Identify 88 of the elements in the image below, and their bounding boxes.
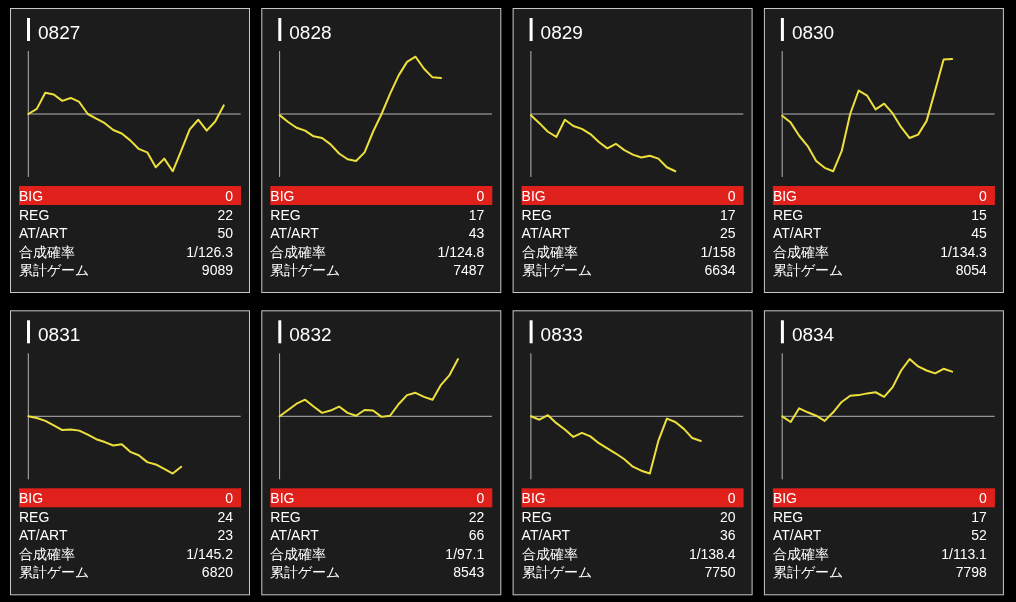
text: 1/138.4 bbox=[688, 545, 736, 562]
text: REG bbox=[270, 508, 301, 525]
text: AT/ART bbox=[772, 527, 822, 544]
text: REG bbox=[19, 206, 50, 223]
text: 17 bbox=[720, 206, 736, 223]
text: BIG bbox=[772, 188, 798, 204]
text: 合成確率 bbox=[521, 545, 578, 562]
text: REG bbox=[772, 508, 804, 525]
text: AT/ART bbox=[521, 527, 571, 544]
text: 累計ゲーム bbox=[19, 262, 89, 278]
text: 0 bbox=[979, 188, 988, 204]
chart-title: 0829 bbox=[540, 22, 583, 43]
text: 合成確率 bbox=[270, 545, 327, 562]
text: 累計ゲーム bbox=[772, 564, 843, 581]
text: AT/ART bbox=[19, 225, 68, 241]
chart-title: 0833 bbox=[540, 324, 583, 346]
text: 7487 bbox=[453, 262, 485, 278]
chart-title: 0831 bbox=[38, 324, 81, 346]
text: AT/ART bbox=[19, 527, 68, 544]
chart-title: 0827 bbox=[38, 22, 81, 43]
text: 1/126.3 bbox=[186, 243, 234, 260]
text: 0 bbox=[979, 490, 988, 507]
text: 6820 bbox=[201, 564, 234, 581]
text: 20 bbox=[720, 508, 736, 525]
text: 合成確率 bbox=[772, 545, 829, 562]
text: 66 bbox=[468, 527, 485, 544]
text: 1/134.3 bbox=[940, 243, 988, 260]
text: 累計ゲーム bbox=[521, 262, 592, 278]
text: BIG bbox=[19, 490, 44, 507]
text: BIG bbox=[772, 490, 798, 507]
text: REG bbox=[270, 206, 301, 223]
text: 0 bbox=[476, 188, 485, 204]
text: BIG bbox=[270, 490, 295, 507]
text: 22 bbox=[217, 206, 234, 223]
text: REG bbox=[521, 508, 552, 525]
text: 1/113.1 bbox=[941, 545, 988, 562]
text: 25 bbox=[720, 225, 736, 241]
text: 0 bbox=[225, 490, 234, 507]
chart-title: 0834 bbox=[791, 324, 835, 346]
text: 52 bbox=[971, 527, 988, 544]
text: 0 bbox=[476, 490, 485, 507]
text: 1/124.8 bbox=[437, 243, 485, 260]
text: BIG bbox=[19, 188, 44, 204]
text: BIG bbox=[521, 188, 546, 204]
text: 0 bbox=[225, 188, 234, 204]
text: 累計ゲーム bbox=[270, 262, 341, 278]
text: 6634 bbox=[704, 262, 736, 278]
text: 8543 bbox=[453, 564, 485, 581]
text: BIG bbox=[521, 490, 546, 507]
text: 合成確率 bbox=[772, 243, 829, 260]
text: 0 bbox=[727, 188, 736, 204]
text: 累計ゲーム bbox=[772, 262, 843, 278]
text: 累計ゲーム bbox=[19, 564, 89, 581]
chart-title: 0830 bbox=[791, 22, 835, 43]
chart-title: 0832 bbox=[289, 324, 332, 346]
text: REG bbox=[772, 206, 804, 223]
text: 24 bbox=[217, 508, 234, 525]
text: 50 bbox=[217, 225, 234, 241]
text: 合成確率 bbox=[19, 545, 75, 562]
text: 0 bbox=[727, 490, 736, 507]
text: 9089 bbox=[201, 262, 234, 278]
text: REG bbox=[19, 508, 50, 525]
text: 45 bbox=[971, 225, 988, 241]
text: 15 bbox=[971, 206, 988, 223]
text: 17 bbox=[971, 508, 988, 525]
text: 17 bbox=[468, 206, 485, 223]
text: 合成確率 bbox=[270, 243, 327, 260]
text: 累計ゲーム bbox=[521, 564, 592, 581]
text: BIG bbox=[270, 188, 295, 204]
text: 43 bbox=[468, 225, 485, 241]
text: 8054 bbox=[955, 262, 988, 278]
text: 1/158 bbox=[700, 243, 736, 260]
text: 合成確率 bbox=[19, 243, 75, 260]
text: 累計ゲーム bbox=[270, 564, 341, 581]
text: 22 bbox=[468, 508, 485, 525]
text: 1/97.1 bbox=[445, 545, 485, 562]
text: 合成確率 bbox=[521, 243, 578, 260]
text: 23 bbox=[217, 527, 234, 544]
text: AT/ART bbox=[270, 225, 320, 241]
text: REG bbox=[521, 206, 552, 223]
text: AT/ART bbox=[772, 225, 822, 241]
text: AT/ART bbox=[521, 225, 571, 241]
text: 1/145.2 bbox=[186, 545, 234, 562]
text: 7798 bbox=[955, 564, 988, 581]
chart-title: 0828 bbox=[289, 22, 332, 43]
text: 7750 bbox=[704, 564, 736, 581]
text: 36 bbox=[720, 527, 736, 544]
text: AT/ART bbox=[270, 527, 320, 544]
